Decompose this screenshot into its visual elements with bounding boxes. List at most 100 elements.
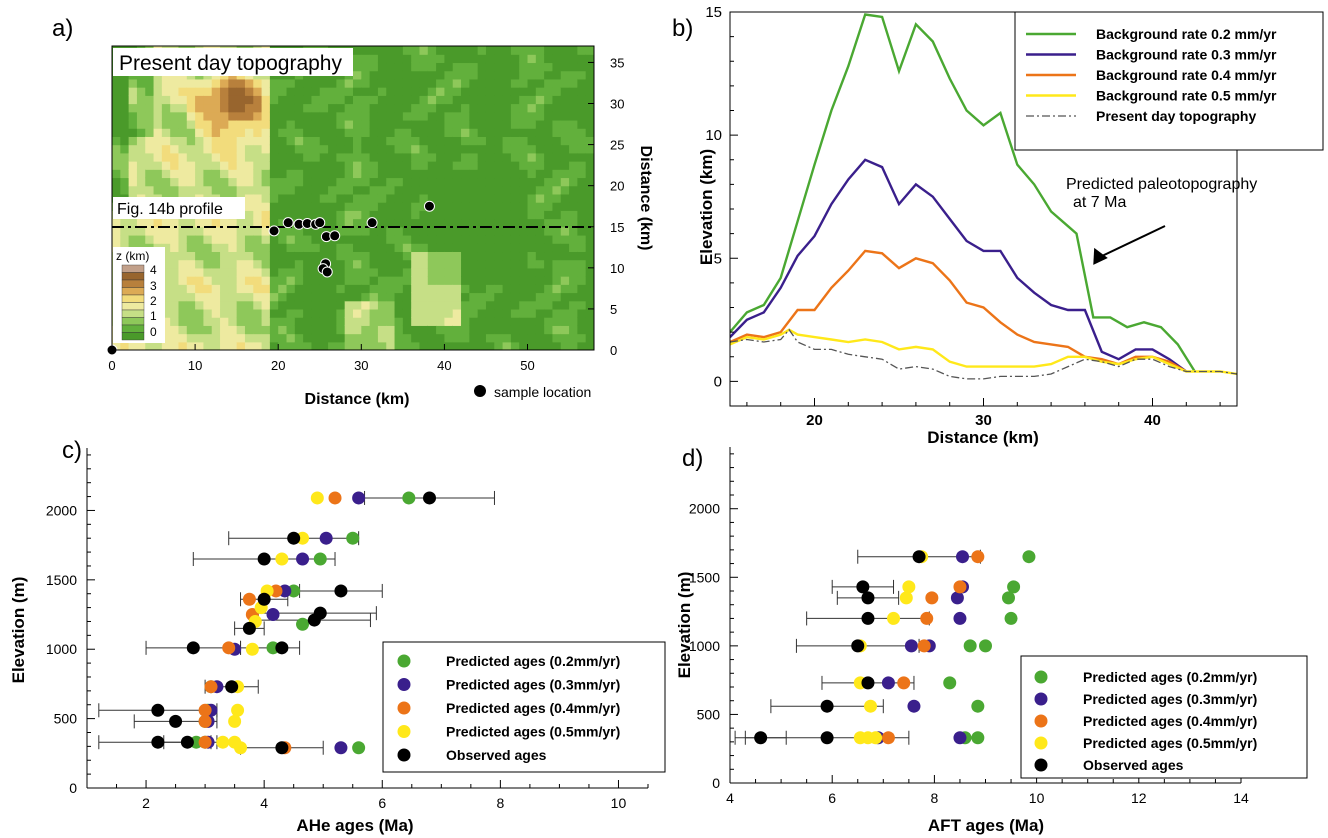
terrain-cell	[544, 152, 554, 162]
terrain-cell	[452, 144, 462, 154]
terrain-cell	[195, 95, 205, 105]
terrain-cell	[244, 78, 254, 88]
terrain-cell	[527, 276, 537, 285]
terrain-cell	[336, 210, 346, 220]
terrain-cell	[535, 243, 545, 253]
terrain-cell	[477, 128, 487, 137]
terrain-cell	[261, 317, 271, 326]
terrain-cell	[461, 300, 470, 310]
terrain-cell	[585, 128, 594, 137]
terrain-cell	[452, 185, 462, 195]
terrain-cell	[419, 251, 429, 261]
legend-marker	[1034, 692, 1048, 706]
terrain-cell	[203, 128, 213, 137]
terrain-cell	[444, 292, 454, 302]
terrain-cell	[220, 111, 229, 121]
terrain-cell	[502, 292, 512, 302]
data-point	[861, 676, 875, 690]
terrain-cell	[303, 226, 313, 236]
terrain-cell	[253, 259, 263, 269]
terrain-cell	[427, 292, 437, 302]
terrain-cell	[386, 111, 396, 121]
terrain-cell	[344, 95, 354, 105]
terrain-cell	[211, 333, 221, 343]
y-tick-label: 20	[610, 179, 624, 194]
terrain-cell	[178, 300, 188, 310]
terrain-cell	[560, 119, 570, 129]
map-xlabel: Distance (km)	[305, 391, 410, 408]
terrain-cell	[328, 136, 337, 146]
terrain-cell	[510, 218, 520, 228]
terrain-cell	[236, 251, 246, 261]
terrain-cell	[452, 243, 462, 253]
terrain-cell	[353, 341, 362, 350]
profile-label: Fig. 14b profile	[117, 201, 223, 218]
terrain-cell	[178, 341, 188, 350]
terrain-cell	[369, 284, 379, 294]
terrain-cell	[244, 95, 254, 105]
terrain-cell	[411, 177, 421, 187]
terrain-cell	[353, 308, 362, 318]
terrain-cell	[419, 292, 429, 302]
terrain-cell	[469, 169, 479, 179]
terrain-cell	[402, 325, 412, 335]
terrain-cell	[344, 78, 354, 88]
data-point	[352, 741, 366, 755]
panel-a-map: Present day topography Fig. 14b profile …	[106, 45, 654, 408]
terrain-cell	[469, 259, 479, 269]
terrain-cell	[469, 78, 479, 88]
terrain-cell	[353, 234, 362, 244]
terrain-cell	[361, 169, 371, 179]
terrain-cell	[286, 87, 296, 96]
terrain-cell	[494, 333, 504, 343]
terrain-cell	[510, 95, 520, 105]
terrain-cell	[203, 333, 213, 343]
terrain-cell	[303, 177, 313, 187]
terrain-cell	[269, 284, 279, 294]
terrain-cell	[236, 185, 246, 195]
terrain-cell	[236, 243, 246, 253]
terrain-cell	[369, 276, 379, 285]
data-point	[423, 491, 437, 505]
terrain-cell	[419, 218, 429, 228]
terrain-cell	[494, 177, 504, 187]
terrain-cell	[294, 284, 304, 294]
terrain-cell	[527, 226, 537, 236]
terrain-cell	[577, 70, 587, 80]
terrain-cell	[527, 169, 537, 179]
terrain-cell	[510, 87, 520, 96]
terrain-cell	[136, 226, 146, 236]
terrain-cell	[319, 333, 329, 343]
terrain-cell	[419, 234, 429, 244]
terrain-cell	[244, 317, 254, 326]
terrain-cell	[236, 95, 246, 105]
terrain-cell	[203, 276, 213, 285]
terrain-cell	[560, 95, 570, 105]
terrain-cell	[244, 103, 254, 113]
terrain-cell	[278, 111, 288, 121]
terrain-cell	[419, 317, 429, 326]
terrain-cell	[552, 193, 562, 203]
terrain-cell	[510, 333, 520, 343]
terrain-cell	[585, 325, 594, 335]
terrain-cell	[427, 70, 437, 80]
terrain-cell	[386, 152, 396, 162]
terrain-cell	[269, 251, 279, 261]
terrain-cell	[186, 251, 196, 261]
terrain-cell	[211, 185, 221, 195]
terrain-cell	[519, 341, 529, 350]
annotation-arrow	[1101, 225, 1166, 257]
terrain-cell	[510, 144, 520, 154]
terrain-cell	[186, 185, 196, 195]
terrain-cell	[269, 136, 279, 146]
terrain-cell	[452, 119, 462, 129]
terrain-cell	[569, 193, 578, 203]
data-point	[275, 641, 289, 655]
data-point	[820, 699, 834, 713]
terrain-cell	[269, 333, 279, 343]
terrain-cell	[311, 259, 321, 269]
terrain-cell	[569, 152, 578, 162]
terrain-cell	[261, 87, 271, 96]
terrain-cell	[377, 300, 387, 310]
